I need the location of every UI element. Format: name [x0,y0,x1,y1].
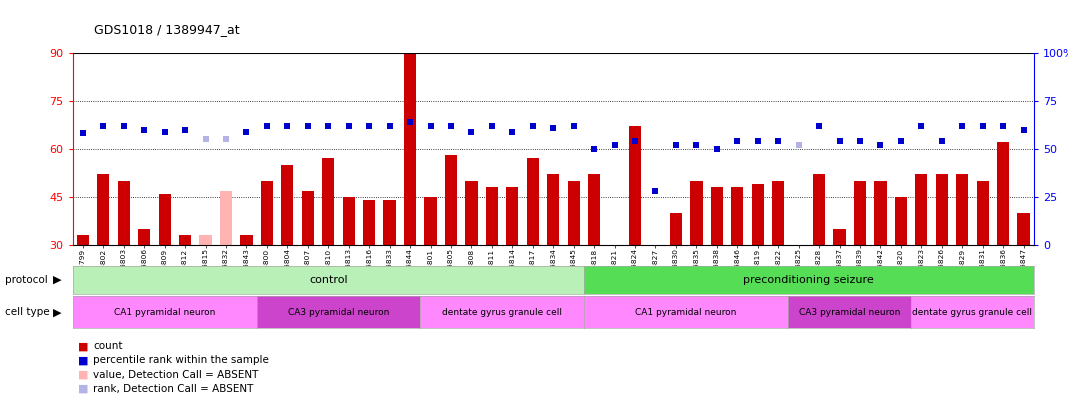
Text: GDS1018 / 1389947_at: GDS1018 / 1389947_at [94,23,239,36]
Text: dentate gyrus granule cell: dentate gyrus granule cell [442,308,562,317]
Bar [486,187,498,245]
Text: ■: ■ [78,356,89,365]
Bar [732,187,743,245]
Bar [609,245,621,274]
Bar [670,213,682,245]
Bar [301,190,314,245]
Text: percentile rank within the sample: percentile rank within the sample [93,356,269,365]
Bar [117,181,130,245]
Bar [649,245,661,252]
Bar [138,229,151,245]
Bar [998,143,1009,245]
Text: rank, Detection Call = ABSENT: rank, Detection Call = ABSENT [93,384,253,394]
Bar [281,165,294,245]
Bar [895,197,907,245]
Bar [710,187,723,245]
Bar [179,235,191,245]
Bar [240,235,253,245]
Bar [424,197,437,245]
Bar [527,158,539,245]
Bar [97,175,109,245]
Text: cell type: cell type [5,307,50,317]
Bar [629,126,641,245]
Bar [77,235,89,245]
Bar [445,155,457,245]
Bar [323,158,334,245]
Text: dentate gyrus granule cell: dentate gyrus granule cell [912,308,1033,317]
Text: control: control [309,275,347,285]
Bar [690,181,703,245]
Bar [363,200,375,245]
Bar [158,194,171,245]
Bar [588,175,600,245]
Bar [792,245,805,319]
Text: CA3 pyramidal neuron: CA3 pyramidal neuron [287,308,389,317]
Bar [220,190,232,245]
Bar [261,181,273,245]
Text: ■: ■ [78,370,89,379]
Text: ▶: ▶ [53,307,62,317]
Bar [772,181,784,245]
Bar [567,181,580,245]
Bar [466,181,477,245]
Text: CA3 pyramidal neuron: CA3 pyramidal neuron [799,308,900,317]
Text: value, Detection Call = ABSENT: value, Detection Call = ABSENT [93,370,258,379]
Text: ▶: ▶ [53,275,62,285]
Bar [833,229,846,245]
Text: ■: ■ [78,341,89,351]
Bar [936,175,948,245]
Bar [547,175,560,245]
Text: CA1 pyramidal neuron: CA1 pyramidal neuron [635,308,737,317]
Bar [956,175,969,245]
Text: CA1 pyramidal neuron: CA1 pyramidal neuron [114,308,216,317]
Bar [915,175,927,245]
Bar [1018,213,1030,245]
Text: protocol: protocol [5,275,48,285]
Text: ■: ■ [78,384,89,394]
Bar [853,181,866,245]
Bar [506,187,518,245]
Bar [404,53,417,245]
Bar [813,175,826,245]
Bar [752,184,764,245]
Bar [383,200,396,245]
Bar [343,197,355,245]
Text: count: count [93,341,123,351]
Bar [200,235,211,245]
Text: preconditioning seizure: preconditioning seizure [743,275,875,285]
Bar [976,181,989,245]
Bar [875,181,886,245]
